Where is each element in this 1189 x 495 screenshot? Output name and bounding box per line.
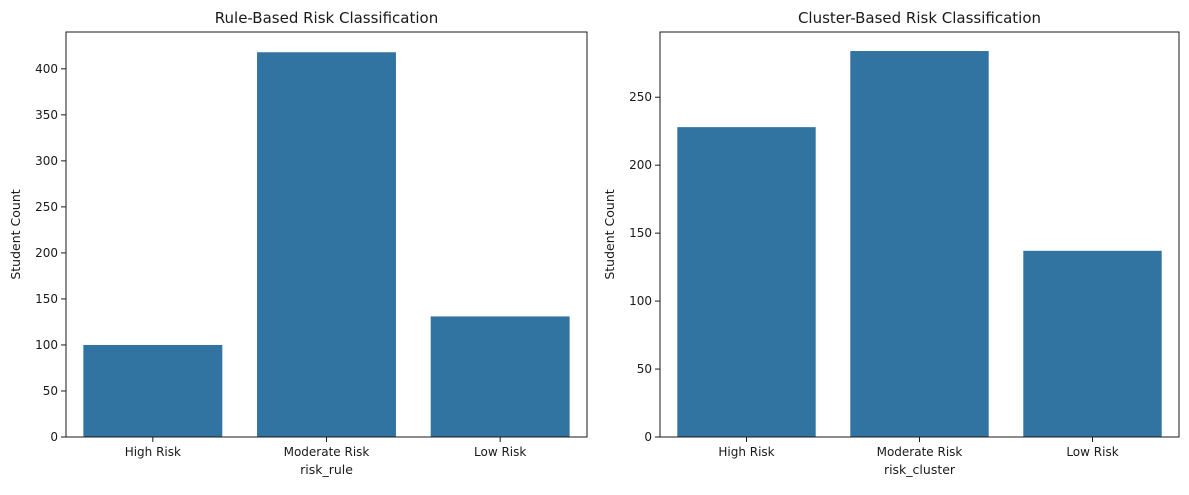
bar-high-risk (83, 344, 223, 437)
chart-title: Rule-Based Risk Classification (215, 9, 438, 27)
bar-moderate-risk (850, 51, 989, 437)
y-tick-label: 0 (50, 430, 58, 444)
y-tick-label: 250 (35, 200, 58, 214)
y-tick-label: 200 (35, 246, 58, 260)
y-tick-label: 150 (629, 226, 652, 240)
bar-moderate-risk (257, 52, 396, 437)
x-tick-label: Moderate Risk (877, 445, 963, 459)
x-axis-label: risk_rule (300, 462, 353, 477)
x-tick-label: High Risk (125, 445, 181, 459)
y-tick-label: 100 (35, 338, 58, 352)
y-tick-label: 0 (644, 430, 652, 444)
chart-panel-1: 0 50 100 150 200 250 300 350 400 High Risk Moderat… (8, 9, 588, 477)
y-axis-label: Student Count (602, 189, 617, 279)
y-tick-label: 50 (637, 362, 652, 376)
y-tick-label: 250 (629, 90, 652, 104)
y-tick-label: 350 (35, 108, 58, 122)
x-tick-label: Low Risk (1066, 445, 1118, 459)
x-axis-label: risk_cluster (884, 462, 956, 477)
y-tick-label: 300 (35, 154, 58, 168)
y-tick-label: 50 (43, 384, 58, 398)
y-tick-label: 400 (35, 62, 58, 76)
y-tick-label: 100 (629, 294, 652, 308)
chart-title: Cluster-Based Risk Classification (798, 9, 1041, 27)
bar-high-risk (677, 127, 816, 438)
y-tick-label: 150 (35, 292, 58, 306)
y-tick-label: 200 (629, 158, 652, 172)
bar-low-risk (430, 316, 570, 437)
y-axis-label: Student Count (8, 189, 23, 279)
x-tick-label: Moderate Risk (284, 445, 370, 459)
chart-panel-2: 0 50 100 150 200 250 High Risk Moderate Risk Low… (602, 9, 1180, 477)
bar-low-risk (1023, 250, 1162, 437)
x-tick-label: High Risk (718, 445, 774, 459)
x-tick-label: Low Risk (474, 445, 526, 459)
